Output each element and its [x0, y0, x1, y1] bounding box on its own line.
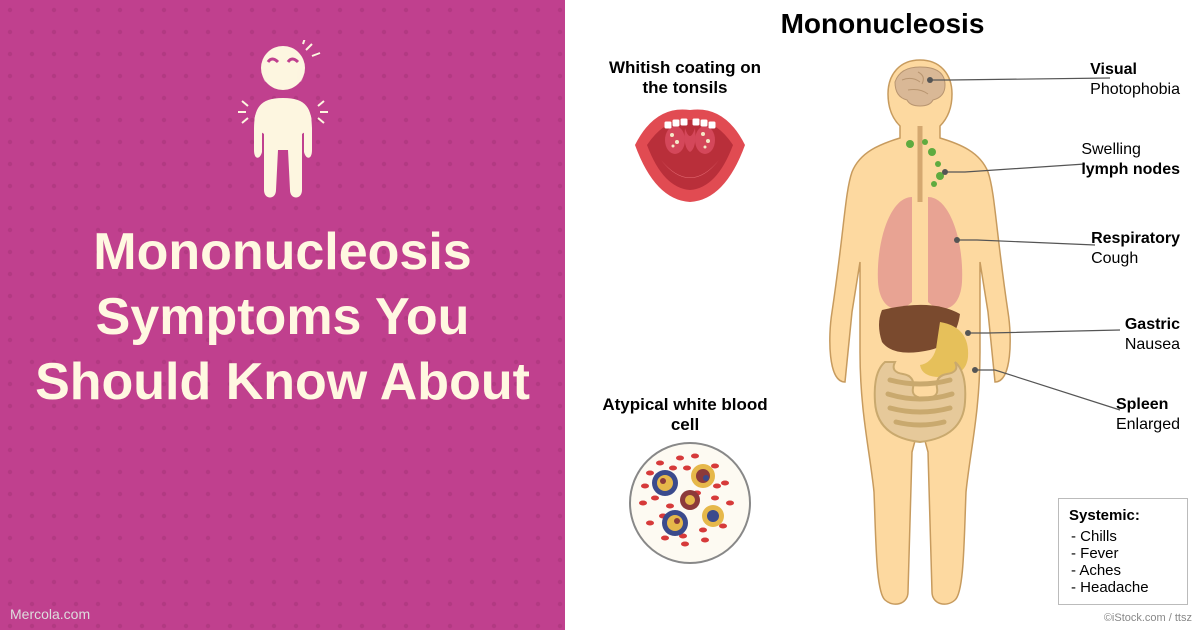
human-body-diagram [790, 52, 1050, 612]
credit-left: Mercola.com [10, 606, 90, 622]
diagram-title: Mononucleosis [565, 8, 1200, 40]
mouth-illustration [625, 100, 755, 210]
bloodcell-illustration [625, 438, 755, 568]
symptom-0: VisualPhotophobia [1090, 60, 1180, 100]
infographic-root: Mononucleosis Symptoms You Should Know A… [0, 0, 1200, 630]
systemic-box: Systemic: - Chills- Fever- Aches- Headac… [1058, 498, 1188, 605]
bloodcell-label: Atypical white blood cell [595, 395, 775, 436]
credit-right: ©iStock.com / ttsz [1104, 612, 1192, 624]
systemic-title: Systemic: [1069, 507, 1177, 524]
mouth-label: Whitish coating on the tonsils [595, 58, 775, 99]
symptom-1: Swellinglymph nodes [1081, 140, 1180, 180]
systemic-item-1: - Fever [1071, 545, 1177, 562]
systemic-item-2: - Aches [1071, 562, 1177, 579]
sick-person-icon [228, 40, 338, 205]
systemic-item-3: - Headache [1071, 579, 1177, 596]
diagram-panel: Mononucleosis [565, 0, 1200, 630]
symptom-2: RespiratoryCough [1091, 229, 1180, 269]
main-title: Mononucleosis Symptoms You Should Know A… [0, 220, 565, 415]
symptom-4: SpleenEnlarged [1116, 395, 1180, 435]
systemic-item-0: - Chills [1071, 528, 1177, 545]
title-panel: Mononucleosis Symptoms You Should Know A… [0, 0, 565, 630]
symptom-3: GastricNausea [1125, 315, 1180, 355]
